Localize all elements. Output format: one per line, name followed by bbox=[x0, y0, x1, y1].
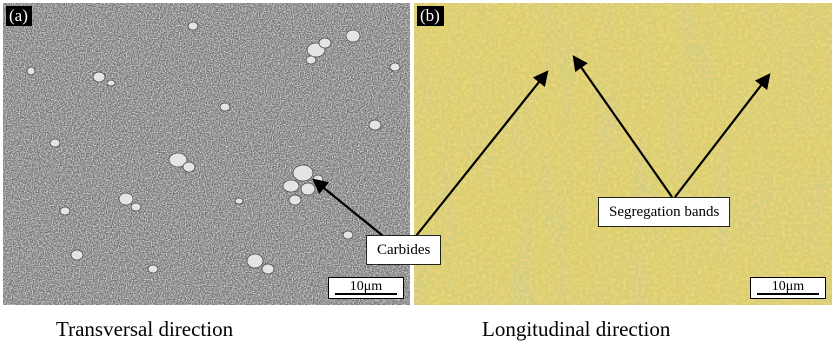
carbides-label: Carbides bbox=[366, 235, 442, 265]
sem-micrograph bbox=[3, 3, 410, 305]
panel-a-transversal: (a) 10μm bbox=[3, 3, 410, 305]
scale-bar-label-b: 10μm bbox=[771, 279, 805, 294]
scale-bar-line-a bbox=[335, 293, 397, 295]
scale-bar-b: 10μm bbox=[750, 277, 826, 299]
optical-micrograph bbox=[414, 3, 832, 305]
scale-bar-line-b bbox=[757, 293, 819, 295]
scale-bar-a: 10μm bbox=[328, 277, 404, 299]
caption-transversal: Transversal direction bbox=[56, 317, 234, 341]
segregation-bands-label: Segregation bands bbox=[598, 197, 731, 227]
panel-b-longitudinal: (b) 10μm bbox=[414, 3, 832, 305]
panel-label-b: (b) bbox=[417, 6, 444, 26]
carbide-particles bbox=[26, 21, 401, 275]
scale-bar-label-a: 10μm bbox=[349, 279, 383, 294]
panel-label-a: (a) bbox=[6, 6, 32, 26]
caption-longitudinal: Longitudinal direction bbox=[482, 317, 671, 341]
